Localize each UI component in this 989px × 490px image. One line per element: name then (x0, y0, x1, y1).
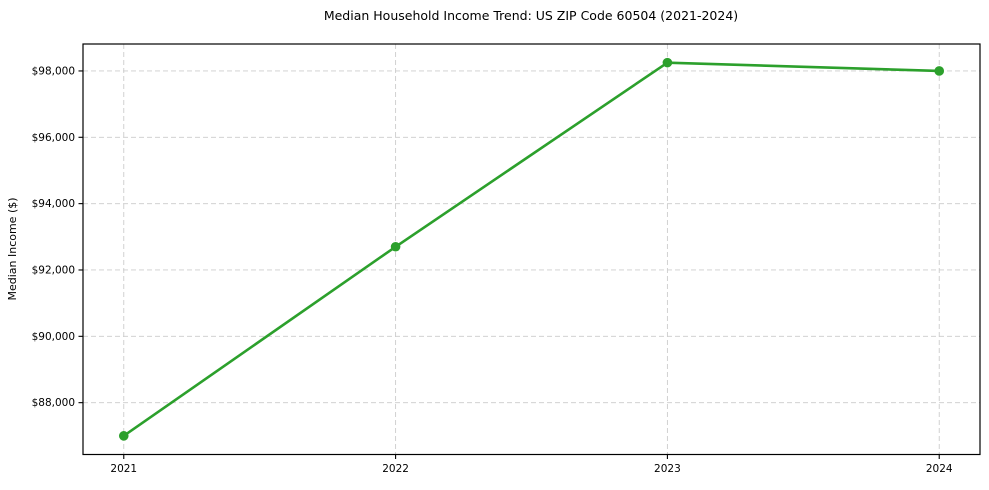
y-tick-label: $88,000 (32, 397, 75, 409)
chart-title: Median Household Income Trend: US ZIP Co… (324, 8, 738, 23)
data-series (118, 57, 945, 441)
y-tick-label: $96,000 (32, 132, 75, 144)
y-tick-label: $94,000 (32, 198, 75, 210)
plot-border (82, 43, 981, 456)
y-tick-label: $92,000 (32, 264, 75, 276)
x-tick-label: 2021 (110, 463, 137, 475)
data-point-marker (390, 241, 401, 252)
x-tick-label: 2023 (654, 463, 681, 475)
axis-ticks: $88,000 $90,000 $92,000 $94,000 $96,000 $98,0… (32, 65, 953, 475)
gridlines (83, 44, 980, 455)
y-tick-label: $90,000 (32, 331, 75, 343)
y-axis-label: Median Income ($) (6, 197, 19, 300)
data-point-marker (934, 66, 945, 76)
trend-line (122, 61, 941, 438)
x-tick-label: 2022 (382, 463, 409, 475)
plot-area (83, 44, 980, 455)
data-point-marker (118, 431, 129, 441)
data-point-marker (662, 57, 673, 68)
y-tick-label: $98,000 (32, 65, 75, 77)
x-tick-label: 2024 (926, 463, 953, 475)
